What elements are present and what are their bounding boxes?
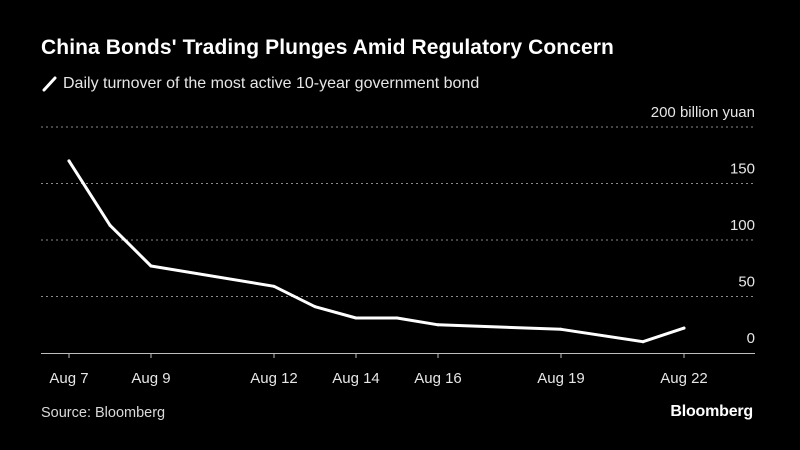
y-tick-label: 0 xyxy=(747,330,755,347)
y-axis-labels: 0 50 100 150 200 billion yuan xyxy=(651,104,755,347)
series-line xyxy=(67,159,686,344)
legend-line-icon xyxy=(42,76,57,92)
data-point xyxy=(436,323,440,327)
source-note: Source: Bloomberg xyxy=(41,405,166,421)
x-tick-label: Aug 9 xyxy=(131,370,170,387)
data-point xyxy=(559,327,563,331)
data-point xyxy=(641,340,645,344)
data-point xyxy=(682,326,686,330)
bloomberg-logo: Bloomberg xyxy=(670,403,753,420)
data-point xyxy=(108,223,112,227)
x-tick-label: Aug 7 xyxy=(49,370,88,387)
x-axis: Aug 7 Aug 9 Aug 12 Aug 14 Aug 16 Aug 19 Aug 22 xyxy=(41,353,755,387)
legend-label: Daily turnover of the most active 10-yea… xyxy=(63,75,480,92)
x-tick-label: Aug 16 xyxy=(414,370,462,387)
y-tick-label: 50 xyxy=(738,274,755,291)
data-point xyxy=(272,284,276,288)
y-tick-label: 200 billion yuan xyxy=(651,104,755,121)
x-tick-label: Aug 22 xyxy=(660,370,708,387)
x-tick-label: Aug 19 xyxy=(537,370,585,387)
series-layer xyxy=(67,159,686,344)
data-point xyxy=(395,316,399,320)
chart-title: China Bonds' Trading Plunges Amid Regula… xyxy=(41,36,614,59)
y-tick-label: 150 xyxy=(730,161,755,178)
x-tick-label: Aug 14 xyxy=(332,370,380,387)
gridlines xyxy=(41,126,755,297)
data-point xyxy=(149,264,153,268)
y-tick-label: 100 xyxy=(730,217,755,234)
data-point xyxy=(354,316,358,320)
legend: Daily turnover of the most active 10-yea… xyxy=(41,74,479,94)
x-tick-label: Aug 12 xyxy=(250,370,298,387)
data-point xyxy=(313,305,317,309)
data-point xyxy=(67,159,71,163)
